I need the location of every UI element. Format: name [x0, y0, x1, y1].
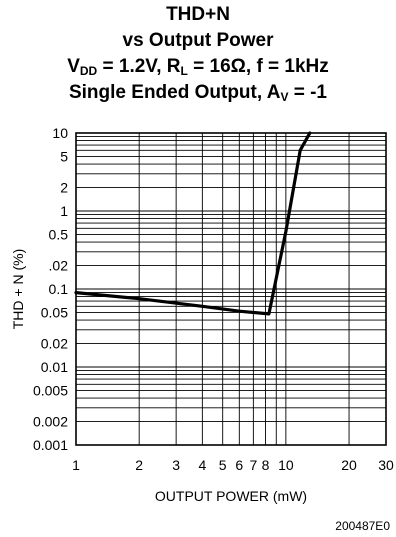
x-tick-label: 5: [219, 457, 227, 473]
x-tick-labels: 1 2 3 4 5 6 7 8 10 20 30: [72, 457, 394, 473]
y-tick-label: 0.5: [49, 226, 69, 242]
chart-title-line-1: THD+N: [0, 4, 396, 26]
y-tick-label: 2: [60, 180, 68, 196]
y-tick-label: 0.005: [33, 382, 68, 398]
x-tick-label: 6: [235, 457, 243, 473]
y-tick-label: 0.05: [41, 304, 68, 320]
y-tick-label: 1: [60, 203, 68, 219]
y-tick-label: .02: [49, 258, 69, 274]
y-tick-label: 0.02: [41, 336, 68, 352]
av-value: = -1: [288, 82, 328, 103]
x-tick-label: 1: [72, 457, 80, 473]
y-axis-label: THD + N (%): [10, 249, 26, 330]
vdd-symbol: V: [67, 56, 80, 77]
y-tick-label: 0.01: [41, 359, 68, 375]
data-series-layer: [74, 131, 312, 316]
thd-curve: [74, 131, 312, 316]
figure-code: 200487E0: [335, 519, 390, 533]
x-tick-label: 30: [378, 457, 394, 473]
x-tick-label: 4: [198, 457, 206, 473]
x-tick-label: 8: [262, 457, 270, 473]
chart-title-config: Single Ended Output, AV = -1: [0, 82, 396, 104]
y-tick-label: 0.1: [49, 281, 69, 297]
x-tick-label: 3: [172, 457, 180, 473]
x-axis-label: OUTPUT POWER (mW): [155, 488, 307, 504]
x-tick-label: 20: [341, 457, 357, 473]
rl-subscript: L: [180, 64, 188, 78]
rl-value: = 16Ω, f = 1kHz: [187, 56, 329, 77]
title-text: vs Output Power: [122, 30, 274, 51]
x-tick-label: 2: [135, 457, 143, 473]
grid-lines: [75, 132, 387, 446]
y-tick-label: 0.001: [33, 437, 68, 453]
y-tick-label: 10: [52, 125, 68, 141]
vdd-subscript: DD: [79, 64, 98, 78]
title-text: THD+N: [166, 4, 230, 25]
chart-title-conditions: VDD = 1.2V, RL = 16Ω, f = 1kHz: [0, 56, 396, 78]
y-tick-label: 0.002: [33, 414, 68, 430]
chart-title-line-2: vs Output Power: [0, 30, 396, 52]
config-text: Single Ended Output, A: [68, 82, 281, 103]
x-tick-label: 7: [249, 457, 257, 473]
av-subscript: V: [280, 90, 289, 104]
y-tick-label: 5: [60, 148, 68, 164]
plot-frame: [75, 132, 387, 446]
vdd-value: = 1.2V, R: [97, 56, 181, 77]
x-tick-label: 10: [278, 457, 294, 473]
y-tick-labels: 10 5 2 1 0.5 .02 0.1 0.05 0.02 0.01 0.005 0.002 0.00…: [33, 125, 68, 453]
